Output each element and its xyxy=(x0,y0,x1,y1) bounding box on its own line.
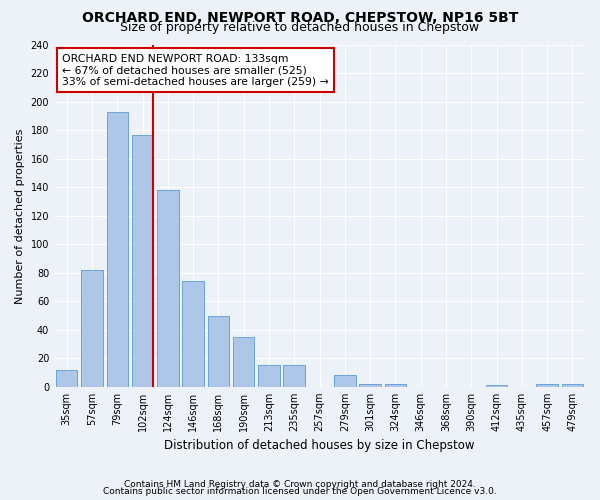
Bar xyxy=(334,376,356,387)
Bar xyxy=(562,384,583,387)
Text: Contains public sector information licensed under the Open Government Licence v3: Contains public sector information licen… xyxy=(103,487,497,496)
Bar xyxy=(56,370,77,387)
Bar xyxy=(258,366,280,387)
Bar xyxy=(107,112,128,387)
Text: ORCHARD END NEWPORT ROAD: 133sqm
← 67% of detached houses are smaller (525)
33% : ORCHARD END NEWPORT ROAD: 133sqm ← 67% o… xyxy=(62,54,329,86)
X-axis label: Distribution of detached houses by size in Chepstow: Distribution of detached houses by size … xyxy=(164,440,475,452)
Text: Size of property relative to detached houses in Chepstow: Size of property relative to detached ho… xyxy=(121,21,479,34)
Bar xyxy=(359,384,381,387)
Bar xyxy=(385,384,406,387)
Bar xyxy=(132,134,153,387)
Text: ORCHARD END, NEWPORT ROAD, CHEPSTOW, NP16 5BT: ORCHARD END, NEWPORT ROAD, CHEPSTOW, NP1… xyxy=(82,11,518,25)
Bar xyxy=(486,386,507,387)
Bar xyxy=(157,190,179,387)
Bar xyxy=(283,366,305,387)
Bar xyxy=(81,270,103,387)
Y-axis label: Number of detached properties: Number of detached properties xyxy=(15,128,25,304)
Bar xyxy=(536,384,558,387)
Bar xyxy=(233,337,254,387)
Text: Contains HM Land Registry data © Crown copyright and database right 2024.: Contains HM Land Registry data © Crown c… xyxy=(124,480,476,489)
Bar xyxy=(208,316,229,387)
Bar xyxy=(182,282,204,387)
